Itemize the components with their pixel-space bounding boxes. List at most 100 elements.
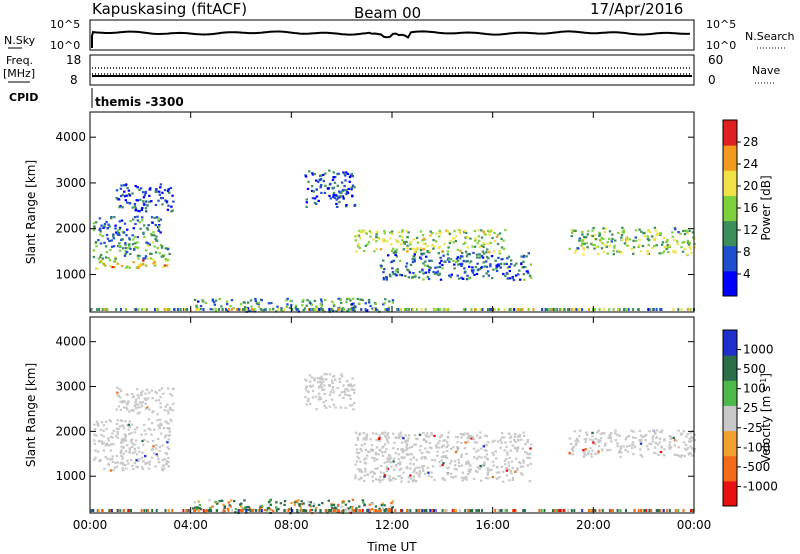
data-cell: [385, 448, 388, 451]
data-cell: [609, 437, 612, 440]
data-cell: [304, 388, 308, 391]
data-cell: [669, 437, 673, 440]
data-cell: [325, 406, 328, 409]
data-cell: [666, 244, 669, 247]
data-cell: [349, 397, 352, 400]
data-cell: [428, 268, 431, 272]
data-cell: [485, 272, 488, 275]
data-cell: [311, 172, 314, 175]
data-cell: [418, 475, 421, 478]
data-cell: [98, 460, 101, 463]
data-cell: [263, 509, 267, 512]
data-cell: [662, 509, 665, 512]
data-cell: [298, 504, 301, 507]
data-cell: [414, 274, 417, 277]
data-cell: [411, 480, 414, 483]
data-cell: [128, 194, 132, 197]
data-cell: [464, 236, 467, 239]
data-cell: [637, 308, 640, 311]
data-cell: [464, 230, 467, 233]
data-cell: [593, 247, 596, 250]
data-cell: [150, 456, 154, 459]
colorbar-tick-label: 20: [743, 179, 758, 193]
data-cell: [303, 307, 307, 310]
data-cell: [407, 480, 410, 483]
data-cell: [341, 190, 344, 193]
data-cell: [388, 273, 392, 276]
data-cell: [671, 231, 674, 234]
data-cell: [460, 455, 463, 458]
data-cell: [332, 186, 336, 189]
data-cell: [144, 455, 147, 458]
data-cell: [160, 255, 163, 258]
data-cell: [496, 466, 499, 469]
data-cell: [355, 460, 359, 463]
data-cell: [651, 246, 654, 250]
data-cell: [345, 192, 348, 196]
data-cell: [646, 249, 649, 252]
data-cell: [419, 247, 422, 250]
data-cell: [383, 451, 387, 454]
data-cell: [448, 260, 451, 263]
data-cell: [260, 299, 263, 302]
data-cell: [496, 233, 500, 236]
data-cell: [624, 438, 628, 441]
data-cell: [333, 181, 337, 184]
data-cell: [164, 420, 167, 423]
data-cell: [344, 179, 347, 182]
data-cell: [249, 310, 252, 313]
data-cell: [109, 248, 112, 251]
data-cell: [347, 389, 350, 392]
data-cell: [502, 239, 505, 242]
data-cell: [299, 506, 302, 509]
data-cell: [138, 401, 142, 404]
data-cell: [471, 245, 474, 248]
data-cell: [112, 469, 115, 472]
data-cell: [337, 172, 340, 175]
data-cell: [360, 449, 363, 452]
data-cell: [639, 454, 642, 457]
data-cell: [438, 273, 441, 277]
data-cell: [427, 277, 431, 281]
data-cell: [269, 503, 272, 506]
data-cell: [277, 508, 280, 511]
data-cell: [106, 308, 109, 311]
data-cell: [590, 455, 593, 458]
data-cell: [346, 380, 349, 383]
data-cell: [350, 388, 353, 391]
data-cell: [352, 509, 355, 512]
data-cell: [415, 458, 418, 462]
data-cell: [387, 509, 390, 512]
data-cell: [388, 300, 391, 303]
data-cell: [343, 390, 347, 394]
data-cell: [221, 308, 224, 311]
data-cell: [445, 456, 449, 459]
data-cell: [338, 190, 341, 193]
data-cell: [618, 308, 621, 311]
data-cell: [218, 297, 221, 300]
data-cell: [129, 252, 132, 256]
data-cell: [130, 441, 133, 444]
data-cell: [158, 425, 161, 428]
data-cell: [494, 509, 497, 512]
data-cell: [466, 460, 469, 463]
data-cell: [116, 436, 120, 439]
data-cell: [335, 507, 338, 510]
data-cell: [165, 200, 169, 203]
data-cell: [168, 191, 171, 194]
data-cell: [612, 509, 614, 512]
data-cell: [164, 247, 167, 250]
data-cell: [604, 442, 607, 445]
data-cell: [155, 216, 159, 219]
data-cell: [498, 471, 501, 474]
data-cell: [117, 198, 120, 201]
data-cell: [167, 422, 170, 425]
nsky-frame: [89, 19, 695, 51]
data-cell: [498, 249, 501, 252]
data-cell: [157, 225, 161, 228]
data-cell: [368, 511, 371, 514]
data-cell: [391, 233, 394, 236]
data-cell: [147, 418, 151, 421]
